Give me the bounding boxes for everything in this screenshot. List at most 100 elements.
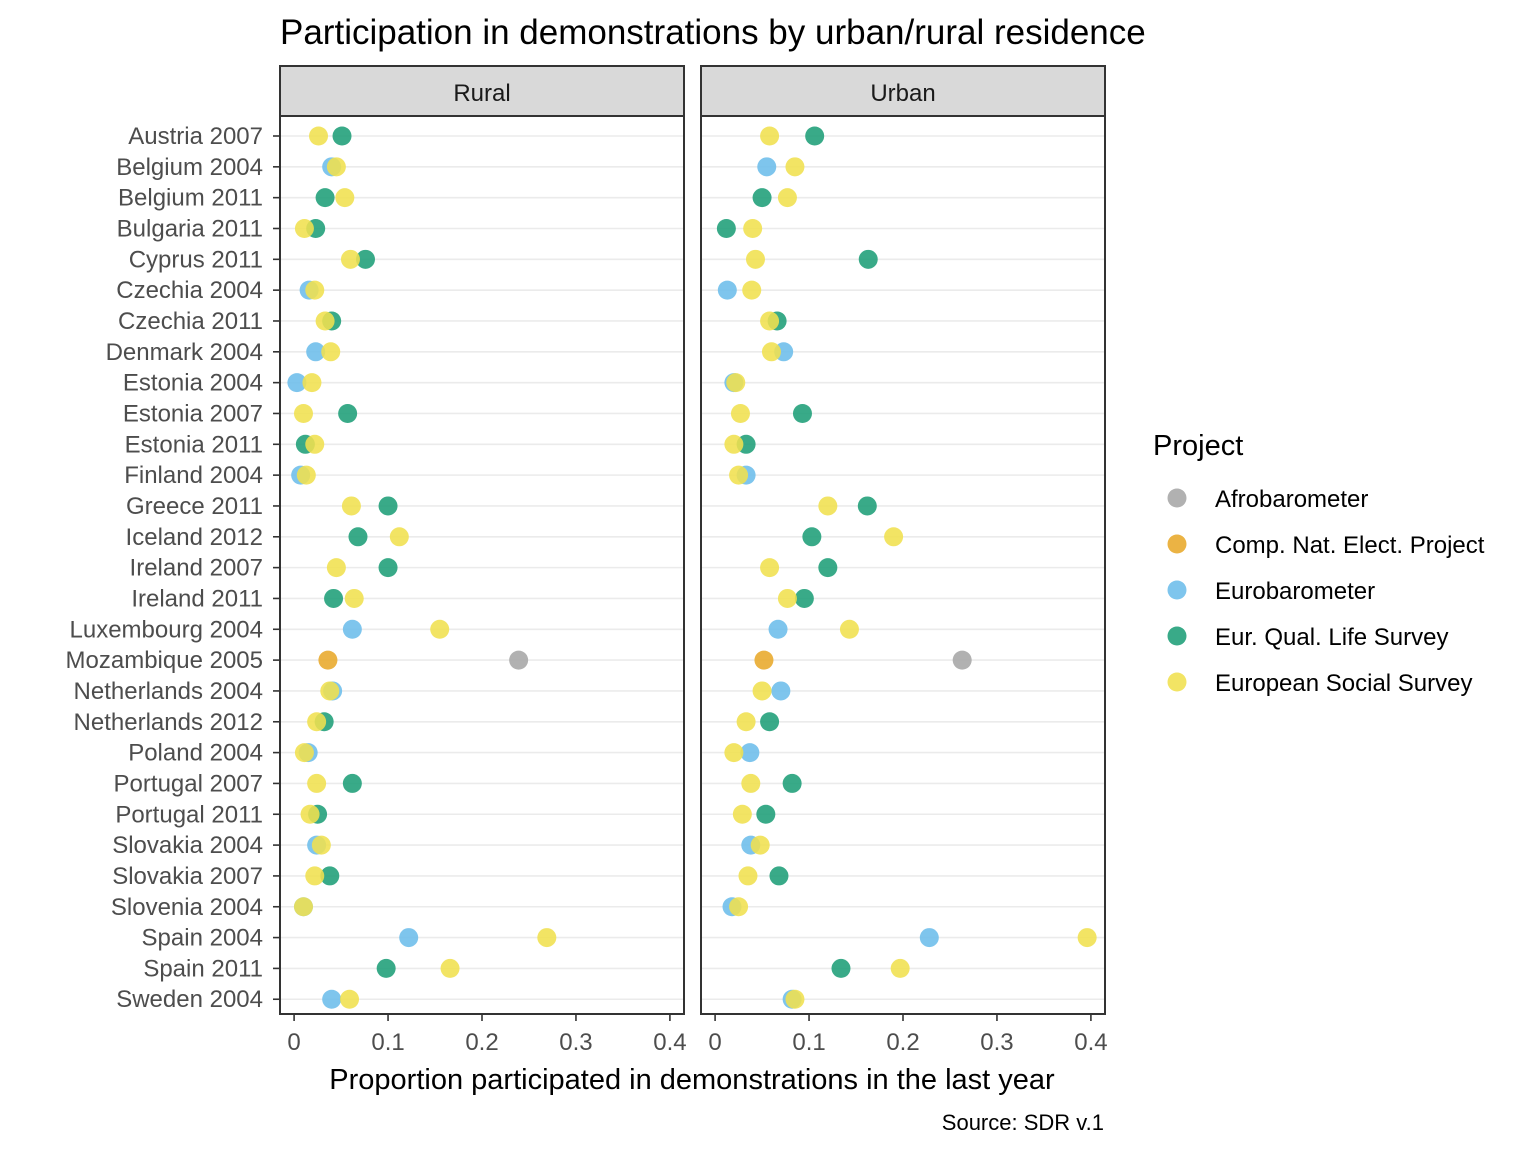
data-point <box>794 588 814 608</box>
data-point <box>752 188 772 208</box>
data-point <box>785 157 805 177</box>
data-point <box>537 928 557 948</box>
data-point <box>341 496 361 516</box>
y-tick-label: Portugal 2011 <box>115 801 263 828</box>
y-tick-label: Bulgaria 2011 <box>117 215 263 242</box>
data-point <box>307 712 327 732</box>
data-point <box>1077 928 1097 948</box>
data-point <box>726 373 746 393</box>
data-point <box>777 188 797 208</box>
data-point <box>777 588 797 608</box>
data-point <box>818 496 838 516</box>
data-point <box>335 188 355 208</box>
legend-label: Afrobarometer <box>1215 486 1368 513</box>
data-point <box>355 249 375 269</box>
x-tick-label: 0.1 <box>371 1029 404 1056</box>
y-tick-label: Spain 2011 <box>143 955 263 982</box>
data-point <box>743 218 763 238</box>
data-point <box>740 743 760 763</box>
y-tick-label: Slovakia 2007 <box>112 863 263 890</box>
y-tick-label: Czechia 2004 <box>116 277 263 304</box>
legend-swatch <box>1167 580 1187 600</box>
legend-label: Eur. Qual. Life Survey <box>1215 624 1448 651</box>
data-point <box>293 403 313 423</box>
data-point <box>389 527 409 547</box>
data-point <box>761 342 781 362</box>
data-point <box>378 496 398 516</box>
y-tick-label: Slovenia 2004 <box>111 894 263 921</box>
data-point <box>732 804 752 824</box>
x-tick-label: 0.3 <box>559 1029 592 1056</box>
legend-swatch <box>1167 672 1187 692</box>
data-point <box>724 743 744 763</box>
y-tick-label: Netherlands 2004 <box>74 678 263 705</box>
legend: Project Afrobarometer Comp. Nat. Elect. P… <box>1153 430 1485 697</box>
y-tick-label: Greece 2011 <box>126 493 263 520</box>
strip-label-rural: Rural <box>453 80 510 107</box>
data-point <box>736 712 756 732</box>
data-point <box>376 958 396 978</box>
data-point <box>332 126 352 146</box>
data-point <box>315 188 335 208</box>
y-tick-label: Iceland 2012 <box>126 524 263 551</box>
legend-swatch <box>1167 488 1187 508</box>
data-point <box>769 866 789 886</box>
caption: Source: SDR v.1 <box>942 1110 1104 1135</box>
points-rural <box>287 126 557 1009</box>
y-tick-label: Cyprus 2011 <box>129 246 263 273</box>
data-point <box>760 712 780 732</box>
data-point <box>750 835 770 855</box>
data-point <box>717 280 737 300</box>
data-point <box>858 249 878 269</box>
data-point <box>757 157 777 177</box>
strip-rural <box>279 65 685 117</box>
x-tick-label: 0.2 <box>465 1029 498 1056</box>
data-point <box>318 650 338 670</box>
data-point <box>321 342 341 362</box>
data-point <box>742 280 762 300</box>
data-point <box>305 280 325 300</box>
data-point <box>342 773 362 793</box>
x-tick-label: 0.4 <box>1074 1029 1107 1056</box>
data-point <box>738 866 758 886</box>
data-point <box>884 527 904 547</box>
y-tick-label: Austria 2007 <box>128 123 263 150</box>
data-point <box>311 835 331 855</box>
x-tick-label: 0.2 <box>886 1029 919 1056</box>
data-point <box>729 897 749 917</box>
y-tick-label: Ireland 2011 <box>131 585 263 612</box>
data-point <box>724 434 744 454</box>
data-point <box>730 403 750 423</box>
legend-swatch <box>1167 534 1187 554</box>
data-point <box>890 958 910 978</box>
data-point <box>831 958 851 978</box>
x-tick-label: 0.1 <box>792 1029 825 1056</box>
x-axis-title: Proportion participated in demonstration… <box>329 1064 1055 1096</box>
x-tick-label: 0 <box>708 1029 721 1056</box>
data-point <box>302 373 322 393</box>
y-tick-label: Denmark 2004 <box>106 339 263 366</box>
data-point <box>287 373 307 393</box>
y-tick-label: Spain 2004 <box>142 925 263 952</box>
data-point <box>309 126 329 146</box>
x-tick-label: 0.3 <box>980 1029 1013 1056</box>
y-tick-label: Luxembourg 2004 <box>70 616 263 643</box>
data-point <box>919 928 939 948</box>
data-point <box>320 681 340 701</box>
data-point <box>741 773 761 793</box>
panel-rural: Rural 0 0.1 0.2 0.3 0.4 <box>279 65 687 1056</box>
y-tick-label: Slovakia 2004 <box>112 832 263 859</box>
y-tick-label: Finland 2004 <box>124 462 263 489</box>
data-point <box>771 681 791 701</box>
y-tick-label: Netherlands 2012 <box>74 709 263 736</box>
data-point <box>296 465 316 485</box>
data-point <box>326 558 346 578</box>
data-point <box>760 558 780 578</box>
chart-title: Participation in demonstrations by urban… <box>280 13 1146 52</box>
data-point <box>857 496 877 516</box>
data-point <box>340 249 360 269</box>
data-point <box>348 527 368 547</box>
legend-label: Comp. Nat. Elect. Project <box>1215 532 1485 559</box>
data-point <box>342 619 362 639</box>
data-point <box>344 588 364 608</box>
